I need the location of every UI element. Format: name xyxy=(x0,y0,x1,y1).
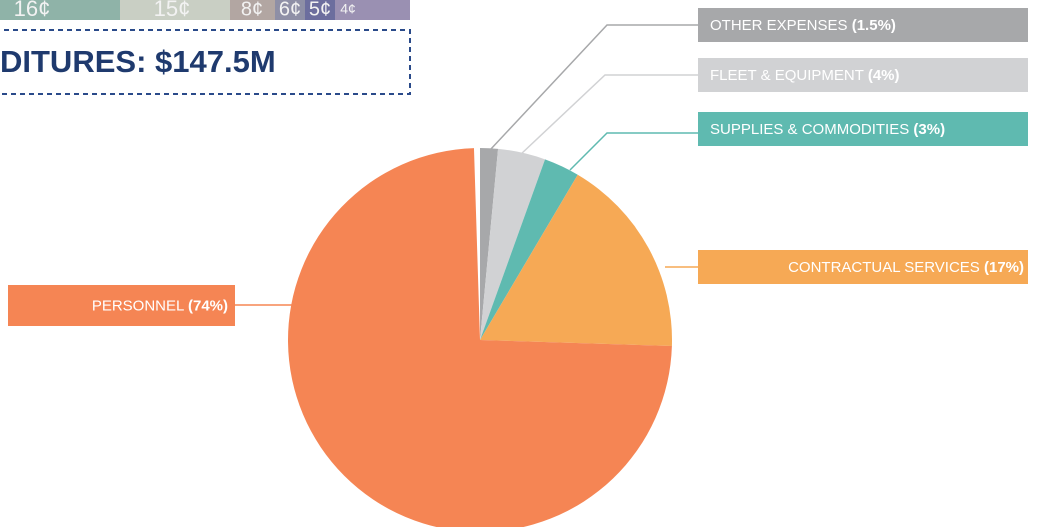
slice-label: PERSONNEL (74%) xyxy=(92,297,228,314)
title: DITURES: $147.5M xyxy=(0,44,276,79)
stamp-label: 5¢ xyxy=(309,0,331,20)
value-label: (17%) xyxy=(984,259,1024,276)
stamp-label: 4¢ xyxy=(340,1,356,17)
category-name: PERSONNEL xyxy=(92,297,184,314)
leader-line xyxy=(490,25,698,150)
leader-line xyxy=(570,133,698,170)
slice-label: CONTRACTUAL SERVICES (17%) xyxy=(788,259,1024,276)
slice-label: OTHER EXPENSES (1.5%) xyxy=(710,17,896,34)
category-name: CONTRACTUAL SERVICES xyxy=(788,259,980,276)
category-name: OTHER EXPENSES xyxy=(710,17,848,34)
category-name: SUPPLIES & COMMODITIES xyxy=(710,121,909,138)
page: DITURES: $147.5M 16¢ 15¢ 8¢ 6¢ 5¢ 4¢ OTHER EXP… xyxy=(0,0,1038,527)
value-label: (3%) xyxy=(913,121,945,138)
value-label: (4%) xyxy=(868,67,900,84)
category-name: FLEET & EQUIPMENT xyxy=(710,67,864,84)
leader-line xyxy=(520,75,698,155)
value-label: (1.5%) xyxy=(852,17,896,34)
stamp-label: 8¢ xyxy=(241,0,263,20)
stamp-label: 16¢ xyxy=(14,0,51,21)
slice-label: FLEET & EQUIPMENT (4%) xyxy=(710,67,900,84)
slice-label: SUPPLIES & COMMODITIES (3%) xyxy=(710,121,945,138)
stamp-label: 15¢ xyxy=(154,0,191,21)
value-label: (74%) xyxy=(188,297,228,314)
stamp-label: 6¢ xyxy=(279,0,301,20)
